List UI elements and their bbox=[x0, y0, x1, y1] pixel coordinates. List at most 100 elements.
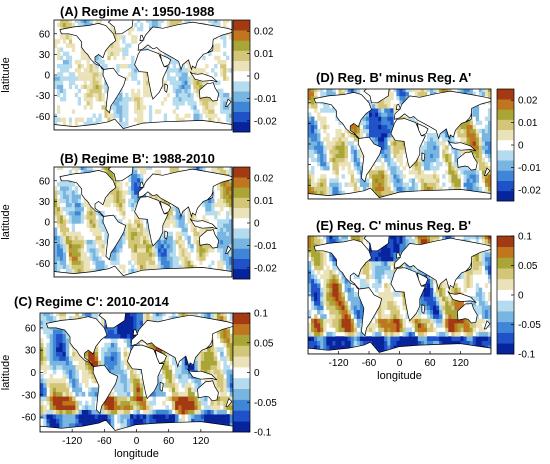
panels-group: (A) Regime A': 1950-1988-60-3003060latit… bbox=[0, 4, 541, 460]
heatmap-cell bbox=[448, 153, 452, 159]
heatmap-cell bbox=[78, 360, 83, 366]
heatmap-cell bbox=[116, 186, 120, 191]
heatmap-cell bbox=[184, 252, 188, 257]
heatmap-cell bbox=[85, 365, 89, 370]
heatmap-cell bbox=[52, 356, 57, 361]
heatmap-cell bbox=[211, 22, 215, 28]
heatmap-cell bbox=[145, 80, 150, 85]
heatmap-cell bbox=[62, 338, 67, 344]
heatmap-cell bbox=[151, 264, 156, 270]
heatmap-cell bbox=[62, 418, 67, 424]
heatmap-cell bbox=[125, 235, 129, 241]
heatmap-cell bbox=[335, 174, 339, 179]
heatmap-cell bbox=[433, 141, 437, 146]
land-masses bbox=[54, 167, 232, 277]
heatmap-cell bbox=[323, 174, 327, 179]
heatmap-cell bbox=[56, 109, 61, 114]
heatmap-cell bbox=[89, 239, 93, 245]
heatmap-cell bbox=[91, 356, 95, 361]
heatmap-cell bbox=[472, 178, 477, 183]
heatmap-cell bbox=[157, 22, 162, 28]
heatmap-cell bbox=[128, 178, 132, 183]
heatmap-cell bbox=[326, 137, 330, 142]
heatmap-cell bbox=[101, 59, 105, 65]
heatmap-cell bbox=[184, 391, 189, 397]
heatmap-cell bbox=[308, 309, 312, 315]
heatmap-cell bbox=[59, 351, 63, 357]
heatmap-cell bbox=[365, 133, 370, 138]
heatmap-cell bbox=[484, 145, 489, 150]
heatmap-cell bbox=[229, 373, 233, 379]
heatmap-cell bbox=[86, 223, 90, 228]
heatmap-cell bbox=[107, 202, 111, 208]
heatmap-cell bbox=[217, 80, 221, 85]
heatmap-cell bbox=[223, 235, 227, 241]
heatmap-cell bbox=[74, 190, 79, 195]
heatmap-cell bbox=[54, 256, 58, 261]
heatmap-cell bbox=[154, 20, 159, 24]
heatmap-cell bbox=[430, 186, 434, 192]
heatmap-cell bbox=[220, 256, 224, 261]
heatmap-cell bbox=[220, 244, 224, 249]
heatmap-cell bbox=[119, 88, 123, 94]
heatmap-cell bbox=[329, 141, 333, 146]
heatmap-cell bbox=[71, 268, 76, 274]
landmass-japan bbox=[205, 339, 213, 350]
heatmap-cell bbox=[220, 223, 224, 228]
heatmap-cell bbox=[62, 400, 67, 406]
heatmap-cell bbox=[83, 22, 87, 28]
heatmap-cell bbox=[89, 68, 93, 73]
colorbar-swatch bbox=[233, 197, 250, 209]
heatmap-cell bbox=[190, 227, 194, 232]
heatmap-cell bbox=[54, 252, 58, 257]
heatmap-cell bbox=[338, 145, 342, 150]
heatmap-cell bbox=[95, 68, 99, 73]
colorbar-swatch bbox=[233, 377, 250, 390]
heatmap-cell bbox=[62, 387, 67, 393]
heatmap-cell bbox=[478, 137, 483, 142]
heatmap-cell bbox=[362, 186, 367, 192]
heatmap-cell bbox=[445, 170, 449, 175]
heatmap-cell bbox=[46, 313, 50, 317]
heatmap-cell bbox=[119, 198, 123, 204]
heatmap-cell bbox=[478, 120, 483, 126]
heatmap-cell bbox=[40, 338, 44, 344]
heatmap-cell bbox=[56, 117, 61, 123]
heatmap-cell bbox=[487, 182, 491, 187]
heatmap-cell bbox=[184, 313, 189, 317]
heatmap-cell bbox=[426, 145, 431, 150]
heatmap-cell bbox=[384, 133, 388, 138]
heatmap-cell bbox=[466, 178, 470, 183]
heatmap-cell bbox=[160, 20, 165, 24]
heatmap-cell bbox=[347, 161, 351, 167]
heatmap-cell bbox=[91, 409, 95, 415]
heatmap-cell bbox=[168, 369, 173, 375]
heatmap-cell bbox=[196, 109, 200, 114]
heatmap-cell bbox=[83, 80, 87, 85]
landmass-antarctica bbox=[40, 419, 233, 432]
heatmap-cell bbox=[197, 360, 202, 366]
heatmap-cell bbox=[62, 68, 67, 73]
heatmap-cell bbox=[65, 347, 70, 352]
heatmap-cell bbox=[220, 356, 224, 361]
heatmap-cell bbox=[71, 202, 76, 208]
heatmap-cell bbox=[356, 170, 361, 175]
heatmap-cell bbox=[40, 405, 44, 410]
heatmap-cell bbox=[190, 101, 194, 106]
heatmap-cell bbox=[475, 178, 480, 183]
heatmap-cell bbox=[140, 223, 144, 228]
heatmap-cell bbox=[166, 76, 170, 81]
heatmap-cell bbox=[405, 186, 409, 192]
heatmap-cell bbox=[226, 76, 230, 81]
heatmap-cell bbox=[165, 418, 169, 424]
heatmap-cell bbox=[414, 161, 419, 167]
heatmap-cell bbox=[49, 387, 54, 393]
heatmap-cell bbox=[43, 324, 47, 330]
heatmap-cell bbox=[353, 161, 358, 167]
heatmap-cell bbox=[97, 360, 102, 366]
heatmap-cell bbox=[439, 161, 443, 167]
heatmap-cell bbox=[169, 80, 173, 85]
heatmap-cell bbox=[59, 256, 64, 261]
heatmap-cell bbox=[229, 244, 232, 249]
heatmap-cell bbox=[178, 391, 182, 397]
